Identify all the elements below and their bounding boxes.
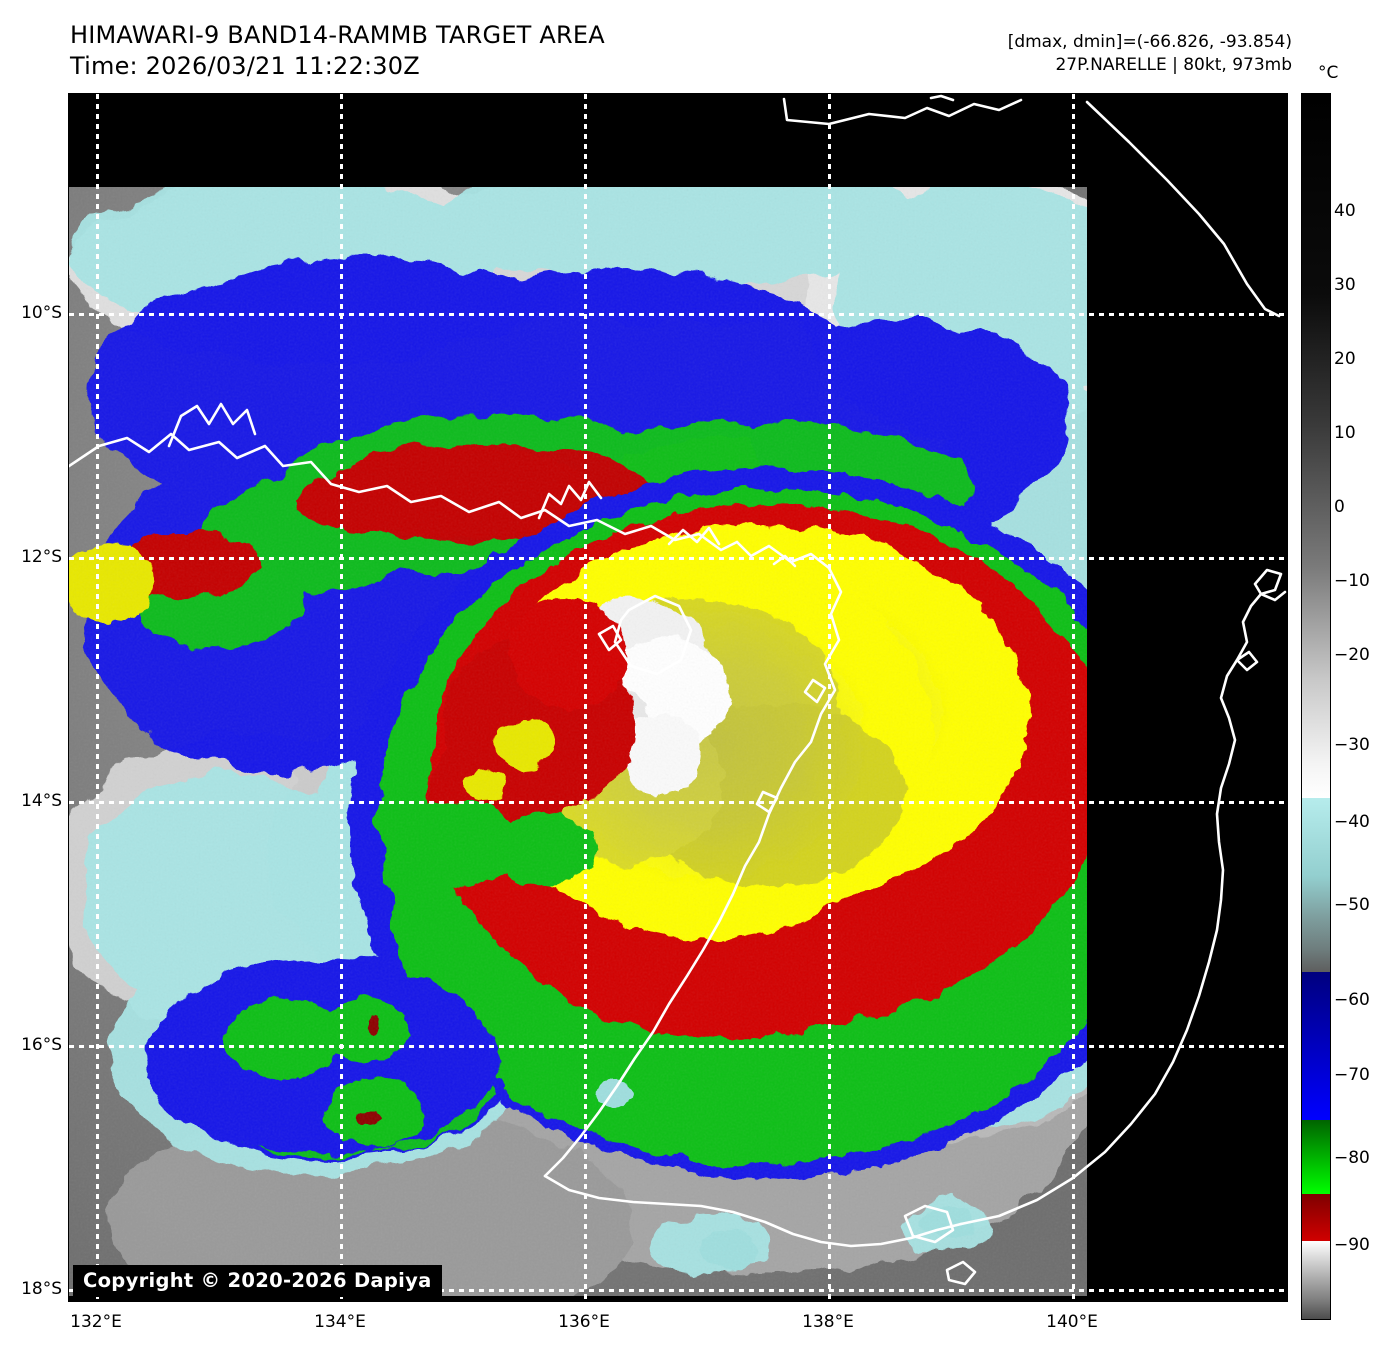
colorbar-unit-label: °C: [1318, 63, 1339, 83]
cbar-tick-m90: −90: [1334, 1235, 1370, 1255]
cbar-seg-cold-white-gray: [1302, 1241, 1330, 1319]
timestamp-label: Time: 2026/03/21 11:22:30Z: [70, 52, 420, 80]
cbar-tick-m40: −40: [1334, 812, 1370, 832]
coastline-overlay: [69, 94, 1287, 1286]
x-tick-138: 138°E: [802, 1312, 854, 1332]
cbar-tick-40: 40: [1334, 201, 1356, 221]
cbar-seg-green: [1302, 1120, 1330, 1194]
cbar-seg-cyan-gray: [1302, 876, 1330, 972]
gridline-lon-140: [1072, 94, 1075, 1301]
x-tick-140: 140°E: [1046, 1312, 1098, 1332]
cbar-seg-cyan: [1302, 798, 1330, 876]
cbar-tick-m20: −20: [1334, 645, 1370, 665]
plot-inner: Copyright © 2020-2026 Dapiya: [69, 94, 1287, 1301]
cbar-tick-0: 0: [1334, 497, 1345, 517]
gridline-lat-16: [69, 1045, 1287, 1048]
gridline-lon-136: [584, 94, 587, 1301]
gridline-lon-132: [96, 94, 99, 1301]
cbar-tick-30: 30: [1334, 275, 1356, 295]
y-tick-14s: 14°S: [21, 791, 62, 811]
gridline-lon-138: [828, 94, 831, 1301]
cbar-seg-white-cap: [1302, 764, 1330, 798]
temperature-colorbar: [1301, 93, 1331, 1320]
cbar-seg-blue: [1302, 972, 1330, 1120]
gridline-lon-134: [340, 94, 343, 1301]
temperature-colorbar-tail: [1301, 1241, 1331, 1320]
cbar-seg-gray-ramp: [1302, 294, 1330, 764]
gridline-lat-10: [69, 313, 1287, 316]
cbar-tick-m30: −30: [1334, 735, 1370, 755]
cbar-tick-m10: −10: [1334, 571, 1370, 591]
product-title: HIMAWARI-9 BAND14-RAMMB TARGET AREA: [70, 21, 605, 49]
satellite-image-plot: Copyright © 2020-2026 Dapiya: [68, 93, 1288, 1302]
gridline-lat-12: [69, 557, 1287, 560]
cbar-seg-hot-black: [1302, 94, 1330, 294]
infrared-brightness-temperature-field: [69, 94, 1087, 1296]
y-tick-16s: 16°S: [21, 1035, 62, 1055]
cbar-tick-m80: −80: [1334, 1148, 1370, 1168]
cbar-tick-20: 20: [1334, 349, 1356, 369]
metadata-block: [dmax, dmin]=(-66.826, -93.854) 27P.NARE…: [1008, 31, 1292, 77]
cbar-tick-m70: −70: [1334, 1065, 1370, 1085]
page-title: HIMAWARI-9 BAND14-RAMMB TARGET AREA Time…: [70, 20, 605, 82]
y-tick-10s: 10°S: [21, 303, 62, 323]
x-tick-132: 132°E: [70, 1312, 122, 1332]
cbar-tick-10: 10: [1334, 423, 1356, 443]
gridline-lat-18: [69, 1289, 1287, 1292]
y-tick-12s: 12°S: [21, 547, 62, 567]
copyright-label: Copyright © 2020-2026 Dapiya: [73, 1265, 442, 1297]
x-tick-136: 136°E: [558, 1312, 610, 1332]
gridline-lat-14: [69, 801, 1287, 804]
ir-raster: [69, 94, 1087, 1296]
cbar-tick-m50: −50: [1334, 895, 1370, 915]
cbar-tick-m60: −60: [1334, 990, 1370, 1010]
x-tick-134: 134°E: [314, 1312, 366, 1332]
dmax-dmin-label: [dmax, dmin]=(-66.826, -93.854): [1007, 32, 1292, 52]
storm-info-label: 27P.NARELLE | 80kt, 973mb: [1055, 55, 1292, 75]
y-tick-18s: 18°S: [21, 1279, 62, 1299]
